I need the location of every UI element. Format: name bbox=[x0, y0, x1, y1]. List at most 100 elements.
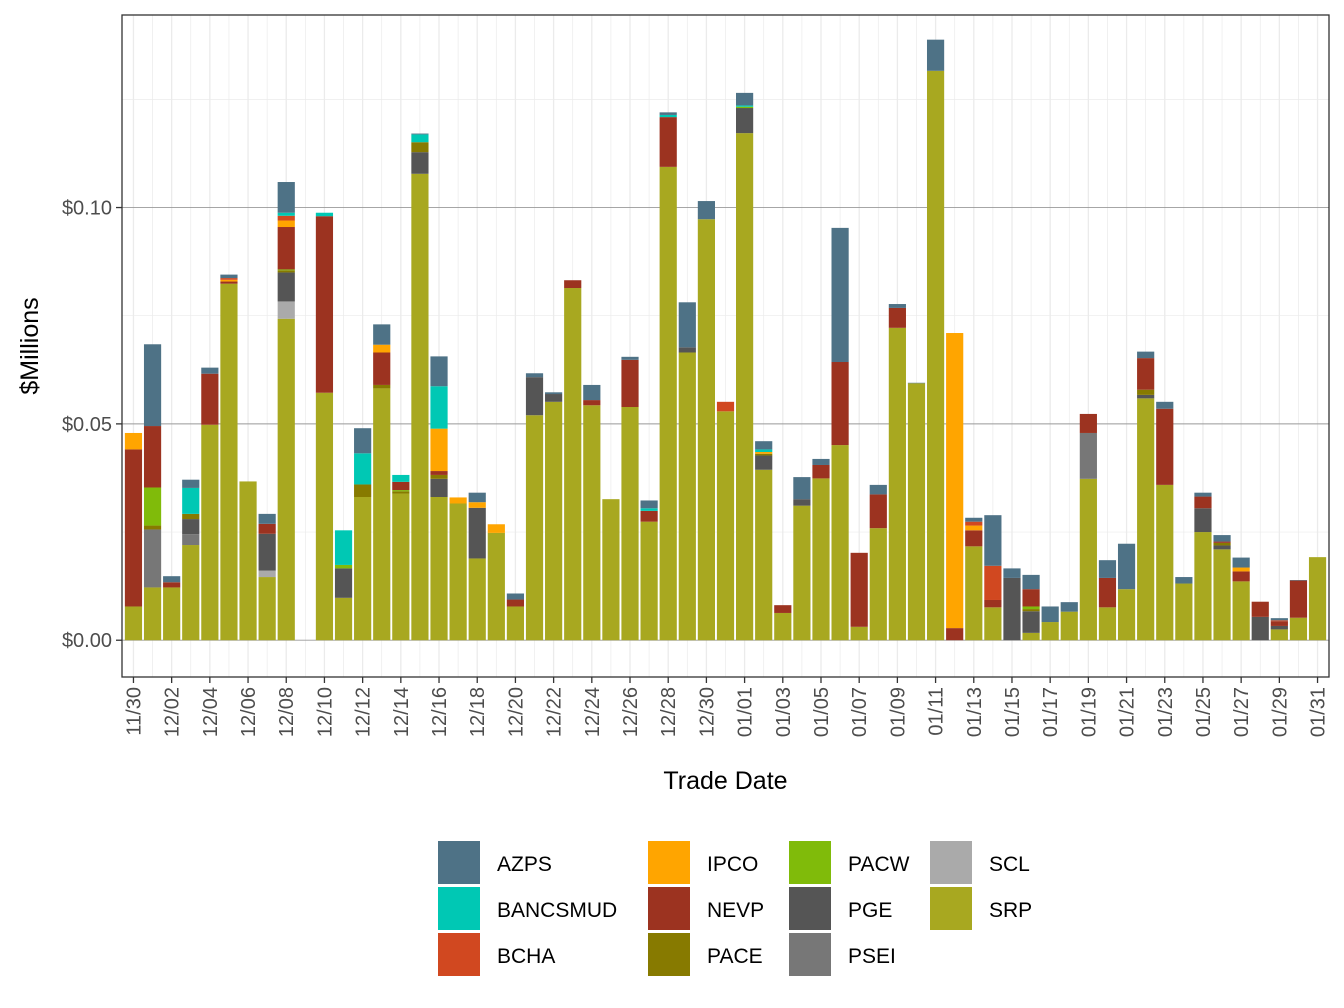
bar-segment-pace bbox=[392, 491, 410, 494]
bar-segment-nevp bbox=[659, 117, 677, 167]
bar-segment-bancsmud bbox=[354, 453, 372, 485]
bar-segment-srp bbox=[1213, 549, 1231, 641]
y-axis-title: $Millions bbox=[16, 297, 44, 394]
bar-segment-azps bbox=[354, 428, 372, 454]
bar-segment-srp bbox=[201, 424, 219, 641]
bar-segment-azps bbox=[182, 479, 200, 488]
bar-segment-azps bbox=[1289, 580, 1308, 581]
bar-segment-azps bbox=[1270, 618, 1288, 621]
x-tick-label: 12/18 bbox=[467, 687, 489, 737]
bar-segment-srp bbox=[354, 497, 372, 641]
bar-segment-azps bbox=[1137, 351, 1155, 359]
bar-segment-pace bbox=[1022, 609, 1040, 612]
bar-segment-srp bbox=[850, 626, 868, 641]
bar-segment-pace bbox=[430, 474, 448, 479]
bar-segment-ipco bbox=[124, 432, 143, 450]
bar-segment-nevp bbox=[506, 599, 525, 607]
bar-segment-azps bbox=[793, 477, 811, 500]
legend-swatch-nevp bbox=[648, 887, 690, 930]
y-axis: $0.00 $0.05 $0.10 bbox=[62, 198, 122, 652]
bar-segment-ipco bbox=[946, 333, 964, 629]
bar-segment-nevp bbox=[277, 227, 295, 270]
bar-segment-bancsmud bbox=[182, 487, 200, 514]
x-tick-label: 12/06 bbox=[238, 687, 260, 737]
bar-segment-azps bbox=[143, 344, 162, 427]
bar-segment-nevp bbox=[869, 494, 887, 529]
bar-segment-nevp bbox=[946, 628, 964, 641]
x-tick-label: 01/13 bbox=[964, 687, 986, 737]
y-tick-label: $0.05 bbox=[62, 414, 112, 436]
bar-segment-azps bbox=[258, 513, 276, 524]
bar-segment-azps bbox=[525, 373, 544, 378]
x-tick-label: 01/21 bbox=[1117, 687, 1139, 737]
x-tick-label: 01/31 bbox=[1308, 687, 1330, 737]
x-tick-label: 01/11 bbox=[926, 687, 948, 736]
bar-segment-srp bbox=[869, 528, 887, 641]
bar-segment-nevp bbox=[812, 464, 830, 479]
bar-segment-srp bbox=[1022, 632, 1040, 641]
bar-segment-srp bbox=[182, 545, 200, 641]
legend-swatch-pace bbox=[648, 933, 690, 976]
bar-segment-azps bbox=[659, 112, 677, 115]
bar-segment-bcha bbox=[716, 401, 735, 412]
bar-segment-nevp bbox=[1213, 541, 1231, 543]
bar-segment-nevp bbox=[124, 449, 143, 607]
bar-segment-pge bbox=[545, 394, 563, 402]
bar-segment-pacw bbox=[392, 490, 410, 492]
bar-segment-pge bbox=[258, 533, 276, 571]
bar-segment-srp bbox=[545, 401, 563, 641]
legend-swatch-scl bbox=[930, 841, 972, 884]
bar-segment-azps bbox=[869, 484, 887, 495]
bar-segment-srp bbox=[277, 318, 295, 641]
bar-segment-ipco bbox=[487, 524, 505, 533]
bar-segment-ipco bbox=[373, 344, 391, 353]
bar-segment-azps bbox=[468, 492, 486, 503]
bar-segment-srp bbox=[487, 532, 505, 641]
bar-segment-srp bbox=[1060, 611, 1078, 641]
bar-segment-bancsmud bbox=[659, 114, 677, 118]
bar-segment-srp bbox=[640, 521, 658, 641]
bar-segment-srp bbox=[1194, 532, 1212, 641]
bar-segment-ipco bbox=[1232, 567, 1250, 572]
bar-segment-ipco bbox=[430, 428, 448, 472]
x-tick-label: 12/08 bbox=[276, 687, 298, 737]
bar-segment-srp bbox=[984, 607, 1002, 641]
bar-segment-azps bbox=[220, 274, 238, 279]
bar-segment-nevp bbox=[564, 280, 582, 289]
bar-segment-pace bbox=[277, 270, 295, 273]
bar-segment-pacw bbox=[1022, 606, 1040, 610]
bar-segment-nevp bbox=[1156, 408, 1174, 485]
x-tick-label: 12/12 bbox=[353, 687, 375, 737]
bar-segment-srp bbox=[907, 383, 926, 641]
bar-segment-ipco bbox=[449, 497, 467, 504]
bar-segment-pge bbox=[1003, 577, 1021, 641]
bar-segment-bcha bbox=[277, 215, 295, 221]
bar-segment-srp bbox=[755, 469, 773, 641]
bar-segment-pace bbox=[182, 513, 200, 520]
bar-segment-srp bbox=[812, 478, 830, 641]
legend-swatch-bancsmud bbox=[438, 887, 480, 930]
bar-segment-pace bbox=[755, 453, 773, 456]
bar-segment-azps bbox=[926, 39, 945, 71]
bar-segment-srp bbox=[163, 587, 181, 641]
bar-segment-azps bbox=[1060, 602, 1078, 612]
bar-segment-nevp bbox=[201, 373, 219, 425]
bar-segment-nevp bbox=[143, 426, 162, 488]
bar-segment-bancsmud bbox=[736, 105, 754, 107]
bar-segment-pge bbox=[468, 507, 486, 559]
bar-segment-bancsmud bbox=[640, 508, 658, 511]
bar-segment-pacw bbox=[334, 564, 353, 569]
bar-segment-ipco bbox=[755, 452, 773, 454]
bar-segment-srp bbox=[1041, 622, 1059, 641]
bar-segment-pge bbox=[182, 519, 200, 535]
bar-segment-nevp bbox=[583, 400, 601, 406]
bar-segment-psei bbox=[182, 534, 200, 546]
bar-segment-nevp bbox=[774, 605, 792, 613]
bar-segment-nevp bbox=[640, 510, 658, 522]
legend-swatch-psei bbox=[789, 933, 831, 976]
bar-segment-srp bbox=[525, 415, 544, 641]
bar-segment-azps bbox=[430, 356, 448, 387]
bar-segment-bancsmud bbox=[315, 212, 334, 217]
bar-segment-srp bbox=[506, 606, 525, 641]
bar-segment-scl bbox=[277, 301, 295, 319]
